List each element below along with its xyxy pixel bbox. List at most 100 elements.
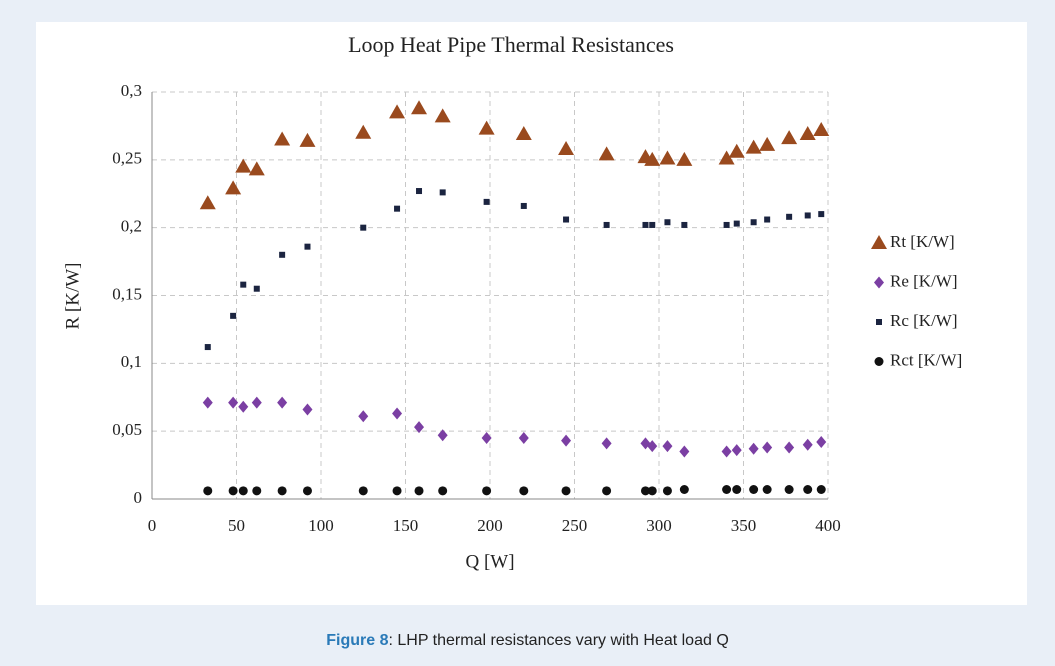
data-point: [279, 251, 286, 258]
data-point: [358, 486, 368, 496]
data-point: [647, 440, 658, 453]
data-point: [679, 485, 689, 495]
data-point: [434, 108, 451, 123]
data-point: [561, 434, 572, 447]
figure-panel: [36, 22, 1027, 605]
data-point: [274, 131, 291, 146]
data-point: [199, 195, 216, 210]
data-point: [733, 220, 740, 227]
data-point: [722, 485, 732, 495]
x-tick-label: 350: [731, 516, 757, 535]
data-point: [662, 440, 673, 453]
x-tick-label: 250: [562, 516, 588, 535]
data-point: [659, 150, 676, 165]
x-axis-label: Q [W]: [465, 551, 514, 572]
data-point: [799, 126, 816, 141]
data-point: [394, 205, 401, 212]
data-point: [804, 212, 811, 219]
y-tick-label: 0: [134, 488, 143, 507]
data-point: [781, 130, 798, 145]
chart-title: Loop Heat Pipe Thermal Resistances: [348, 32, 674, 57]
data-point: [644, 151, 661, 166]
data-point: [251, 396, 262, 409]
data-point: [437, 429, 448, 442]
data-point: [228, 486, 238, 496]
data-point: [642, 221, 649, 228]
data-point: [358, 410, 369, 423]
data-point: [762, 441, 773, 454]
data-point: [598, 146, 615, 161]
legend-marker: [871, 235, 887, 249]
legend-label: Rt [K/W]: [890, 232, 955, 251]
data-point: [759, 136, 776, 151]
data-point: [749, 485, 759, 495]
data-point: [676, 151, 693, 166]
data-point: [299, 132, 316, 147]
data-point: [304, 243, 311, 250]
data-point: [252, 486, 262, 496]
legend-label: Rc [K/W]: [890, 311, 958, 330]
data-point: [478, 120, 495, 135]
data-point: [745, 139, 762, 154]
data-point: [238, 400, 249, 413]
x-tick-label: 300: [646, 516, 672, 535]
data-point: [355, 124, 372, 139]
legend-marker: [874, 276, 884, 289]
legend-marker: [876, 319, 882, 325]
y-tick-label: 0,3: [121, 81, 142, 100]
data-point: [764, 216, 771, 223]
data-point: [784, 485, 794, 495]
data-point: [515, 126, 532, 141]
x-tick-label: 100: [308, 516, 334, 535]
data-point: [360, 224, 367, 231]
x-tick-label: 400: [815, 516, 841, 535]
data-point: [731, 444, 742, 457]
data-point: [204, 344, 211, 351]
data-point: [277, 486, 287, 496]
data-point: [750, 219, 757, 226]
data-point: [602, 486, 612, 496]
data-point: [438, 486, 448, 496]
data-point: [563, 216, 570, 223]
y-axis-label: R [K/W]: [62, 262, 83, 329]
caption: Figure 8: LHP thermal resistances vary w…: [0, 632, 1055, 650]
data-point: [786, 213, 793, 220]
data-point: [784, 441, 795, 454]
data-point: [816, 436, 827, 449]
data-point: [640, 486, 650, 496]
data-point: [225, 180, 242, 195]
data-point: [519, 486, 529, 496]
data-point: [248, 161, 265, 176]
data-point: [802, 438, 813, 451]
x-tick-label: 150: [393, 516, 419, 535]
data-point: [558, 140, 575, 155]
data-point: [813, 121, 830, 136]
data-point: [649, 221, 656, 228]
data-point: [520, 202, 527, 209]
data-point: [416, 188, 423, 195]
x-tick-label: 0: [148, 516, 157, 535]
data-point: [647, 486, 657, 496]
data-point: [414, 486, 424, 496]
caption-text: : LHP thermal resistances vary with Heat…: [388, 632, 729, 649]
data-point: [803, 485, 813, 495]
data-point: [228, 396, 239, 409]
data-point: [664, 219, 671, 226]
data-point: [728, 143, 745, 158]
x-tick-label: 50: [228, 516, 245, 535]
data-point: [389, 104, 406, 119]
data-point: [561, 486, 571, 496]
data-point: [414, 421, 425, 434]
y-tick-label: 0,25: [112, 149, 142, 168]
data-point: [302, 403, 313, 416]
y-tick-label: 0,05: [112, 420, 142, 439]
data-point: [230, 312, 237, 319]
data-point: [483, 198, 490, 205]
data-point: [679, 445, 690, 458]
legend-label: Rct [K/W]: [890, 350, 962, 369]
data-point: [723, 221, 730, 228]
data-point: [411, 100, 428, 115]
data-point: [277, 396, 288, 409]
data-point: [603, 221, 610, 228]
